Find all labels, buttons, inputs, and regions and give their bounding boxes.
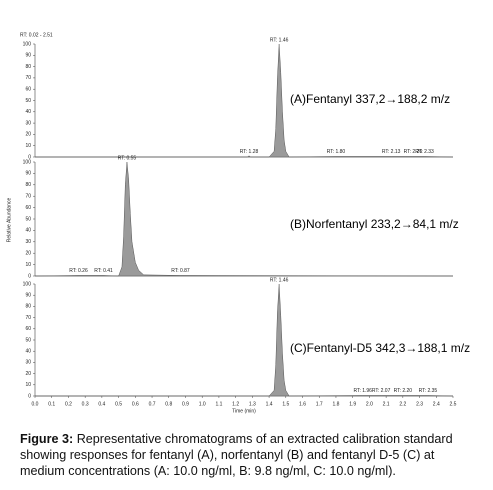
y-tick-label: 20: [25, 132, 31, 138]
x-tick-label: 1.7: [316, 401, 323, 407]
y-tick-label: 100: [23, 159, 32, 165]
y-tick-label: 60: [25, 87, 31, 93]
peak-label: RT: 2.13: [382, 149, 401, 155]
header: RT: 0.02 - 2.51: [20, 32, 53, 38]
peak-label: RT: 2.26: [404, 149, 423, 155]
x-tick-label: 0.4: [98, 401, 105, 407]
y-tick-label: 30: [25, 120, 31, 126]
y-tick-label: 90: [25, 171, 31, 177]
y-tick-label: 20: [25, 371, 31, 377]
peak-label: RT: 1.46: [270, 277, 289, 283]
y-tick-label: 60: [25, 205, 31, 211]
y-tick-label: 70: [25, 194, 31, 200]
y-tick-label: 10: [25, 262, 31, 268]
caption-text: Representative chromatograms of an extra…: [20, 432, 453, 478]
peak-label: RT: 0.87: [171, 268, 190, 274]
y-tick-label: 100: [23, 41, 32, 47]
x-tick-label: 0.7: [149, 401, 156, 407]
x-tick-label: 1.9: [349, 401, 356, 407]
x-tick-label: 0.2: [65, 401, 72, 407]
y-tick-label: 60: [25, 326, 31, 332]
x-tick-label: 1.2: [232, 401, 239, 407]
chart: RT: 0.02 - 2.51 Relative Abundance Time …: [6, 32, 470, 414]
peak-label: RT: 1.96: [353, 388, 372, 394]
y-tick-label: 100: [23, 281, 32, 287]
x-tick-label: 0.5: [115, 401, 122, 407]
y-tick-label: 70: [25, 315, 31, 321]
peak-label: RT: 2.20: [394, 388, 413, 394]
caption: Figure 3: Representative chromatograms o…: [20, 431, 478, 479]
y-tick-label: 10: [25, 382, 31, 388]
y-tick-label: 90: [25, 293, 31, 299]
x-tick-label: 0.8: [165, 401, 172, 407]
peak-label: RT: 1.80: [327, 149, 346, 155]
x-tick-label: 1.3: [249, 401, 256, 407]
y-tick-label: 70: [25, 75, 31, 81]
x-axis-label: Time (min): [232, 408, 256, 414]
panel-label: (C)Fentanyl-D5 342,3→188,1 m/z: [290, 341, 470, 355]
y-tick-label: 0: [28, 154, 31, 160]
y-tick-label: 80: [25, 304, 31, 310]
peak-label: RT: 0.26: [69, 268, 88, 274]
y-tick-label: 40: [25, 349, 31, 355]
panel-label: (A)Fentanyl 337,2→188,2 m/z: [290, 92, 450, 106]
x-tick-label: 1.1: [215, 401, 222, 407]
x-tick-label: 2.2: [399, 401, 406, 407]
peak-label: RT: 1.28: [240, 149, 259, 155]
panel-label: (B)Norfentanyl 233,2→84,1 m/z: [290, 217, 459, 231]
y-tick-label: 0: [28, 393, 31, 399]
y-axis-label: Relative Abundance: [6, 198, 12, 243]
x-tick-label: 1.8: [332, 401, 339, 407]
y-tick-label: 40: [25, 109, 31, 115]
x-tick-label: 0.0: [32, 401, 39, 407]
x-tick-label: 2.1: [383, 401, 390, 407]
chromatogram: [35, 283, 454, 397]
y-tick-label: 30: [25, 239, 31, 245]
peak-label: RT: 1.46: [270, 37, 289, 43]
y-tick-label: 20: [25, 251, 31, 257]
chromatogram: [35, 43, 454, 158]
x-tick-label: 2.4: [433, 401, 440, 407]
x-tick-label: 2.5: [450, 401, 457, 407]
peak-label: RT: 2.33: [415, 149, 434, 155]
y-tick-label: 40: [25, 228, 31, 234]
peak-label: RT: 0.55: [118, 155, 137, 161]
y-tick-label: 50: [25, 98, 31, 104]
x-tick-label: 0.9: [182, 401, 189, 407]
x-tick-label: 1.6: [299, 401, 306, 407]
y-tick-label: 50: [25, 216, 31, 222]
y-tick-label: 80: [25, 64, 31, 70]
x-tick-label: 2.0: [366, 401, 373, 407]
x-tick-label: 1.5: [282, 401, 289, 407]
x-tick-label: 0.1: [48, 401, 55, 407]
y-tick-label: 90: [25, 53, 31, 59]
x-tick-label: 1.0: [199, 401, 206, 407]
y-tick-label: 0: [28, 273, 31, 279]
y-tick-label: 10: [25, 143, 31, 149]
x-tick-label: 0.3: [82, 401, 89, 407]
peak-label: RT: 2.35: [419, 388, 438, 394]
chromatogram: [34, 161, 454, 277]
y-tick-label: 80: [25, 182, 31, 188]
peak-label: RT: 2.07: [372, 388, 391, 394]
peak-label: RT: 0.41: [94, 268, 113, 274]
y-tick-label: 50: [25, 337, 31, 343]
x-tick-label: 0.6: [132, 401, 139, 407]
x-tick-label: 2.3: [416, 401, 423, 407]
x-tick-label: 1.4: [266, 401, 273, 407]
caption-label: Figure 3:: [20, 432, 74, 446]
y-tick-label: 30: [25, 360, 31, 366]
